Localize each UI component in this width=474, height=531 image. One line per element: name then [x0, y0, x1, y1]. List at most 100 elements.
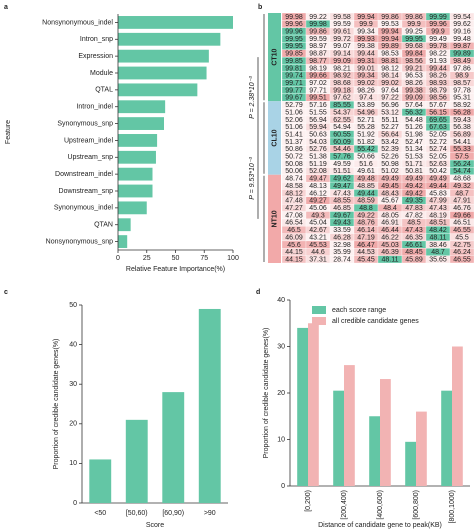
- x-tick-label: 25: [143, 255, 151, 262]
- cell-label: 98.22: [429, 51, 447, 58]
- cell-label: 46.28: [333, 234, 351, 241]
- cell-label: 45.89: [405, 256, 423, 263]
- cell-label: 48.7: [431, 249, 445, 256]
- cell-label: 49.49: [381, 176, 399, 183]
- cell-label: 99.53: [381, 21, 399, 28]
- panel-label: b: [258, 4, 262, 11]
- cell-label: 59.43: [453, 117, 471, 124]
- cell-label: 98.12: [381, 65, 399, 72]
- x-tick-label: [0,200): [305, 490, 312, 512]
- cell-label: 35.99: [333, 249, 351, 256]
- cell-label: 99.59: [333, 21, 351, 28]
- cell-label: 32.98: [333, 242, 351, 249]
- cell-label: 51.6: [359, 161, 373, 168]
- x-axis-label: Distance of candidate gene to peak(KB): [318, 522, 442, 529]
- cell-label: 50.63: [309, 131, 327, 138]
- cell-label: 99.22: [309, 14, 327, 21]
- cell-label: 50.98: [381, 161, 399, 168]
- cell-label: 52.76: [309, 146, 327, 153]
- cell-label: 54.94: [333, 124, 351, 131]
- cell-label: 99.31: [357, 58, 375, 65]
- cell-label: 54.46: [333, 146, 351, 153]
- bar: [118, 100, 166, 114]
- cell-label: 50.42: [429, 168, 447, 175]
- cell-label: 46.91: [381, 220, 399, 227]
- cell-label: 46.55: [453, 227, 471, 234]
- group-label: CL10: [271, 129, 278, 146]
- cell-label: 47.82: [405, 212, 423, 219]
- cell-label: 51.19: [309, 161, 327, 168]
- cell-label: 51.98: [405, 131, 423, 138]
- cell-label: 46.22: [381, 234, 399, 241]
- cell-label: 44.15: [285, 249, 303, 256]
- cell-label: 56.89: [453, 131, 471, 138]
- bar: [118, 83, 198, 97]
- cell-label: 52.05: [429, 131, 447, 138]
- cell-label: 99.09: [333, 58, 351, 65]
- y-tick-label: Intron_snp: [80, 36, 113, 43]
- y-tick-label: 30: [69, 381, 77, 388]
- bar: [118, 49, 209, 63]
- cell-label: 99.02: [357, 80, 375, 87]
- cell-label: 47.48: [285, 198, 303, 205]
- cell-label: 99.9: [407, 21, 421, 28]
- y-tick-label: 20: [277, 390, 285, 397]
- cell-label: 54.96: [357, 109, 375, 116]
- cell-label: 52.27: [381, 124, 399, 131]
- cell-label: 47.19: [357, 234, 375, 241]
- cell-label: 48.42: [429, 227, 447, 234]
- cell-label: 54.41: [453, 139, 471, 146]
- cell-label: 48.68: [453, 176, 471, 183]
- y-tick-label: 40: [69, 341, 77, 348]
- cell-label: 99.34: [357, 29, 375, 36]
- cell-label: 49.48: [357, 176, 375, 183]
- cell-label: 52.71: [357, 117, 375, 124]
- cell-label: 45.45: [357, 256, 375, 263]
- cell-label: 49.27: [309, 198, 327, 205]
- bar: [118, 16, 233, 29]
- y-tick-label: Downstream_snp: [59, 188, 114, 195]
- cell-label: 60.09: [333, 139, 351, 146]
- cell-label: 99.9: [431, 29, 445, 36]
- cell-label: 48.4: [383, 205, 397, 212]
- x-tick-label: [200,400): [341, 490, 348, 520]
- cell-label: 46.39: [381, 249, 399, 256]
- cell-label: 48.45: [405, 249, 423, 256]
- cell-label: 49.44: [429, 183, 447, 190]
- bar: [380, 379, 391, 486]
- cell-label: 49.45: [381, 183, 399, 190]
- cell-label: 55.42: [357, 146, 375, 153]
- cell-label: 46.12: [309, 190, 327, 197]
- cell-label: 52.47: [405, 139, 423, 146]
- cell-label: 99.85: [285, 58, 303, 65]
- cell-label: 91.93: [429, 58, 447, 65]
- cell-label: 98.97: [309, 43, 327, 50]
- cell-label: 99.14: [333, 51, 351, 58]
- x-tick-label: [50,60): [126, 510, 148, 517]
- legend-label: each score range: [332, 307, 386, 314]
- cell-label: 60.55: [333, 131, 351, 138]
- cell-label: 99.78: [429, 43, 447, 50]
- cell-label: 46.14: [357, 227, 375, 234]
- cell-label: 99.02: [381, 80, 399, 87]
- cell-label: 57.5: [455, 154, 469, 161]
- cell-label: 42.67: [309, 227, 327, 234]
- cell-label: 69.65: [429, 117, 447, 124]
- bar: [118, 32, 221, 46]
- cell-label: 52.79: [285, 102, 303, 109]
- cell-label: 50.86: [285, 146, 303, 153]
- cell-label: 45.06: [309, 205, 327, 212]
- bar: [89, 459, 112, 503]
- cell-label: 47.43: [405, 227, 423, 234]
- cell-label: 44.15: [285, 256, 303, 263]
- cell-label: 38.46: [429, 242, 447, 249]
- cell-label: 56.96: [381, 102, 399, 109]
- cell-label: 99.49: [429, 36, 447, 43]
- cell-label: 99.48: [453, 36, 471, 43]
- cell-label: 99.07: [333, 43, 351, 50]
- cell-label: 46.5: [287, 227, 301, 234]
- bar: [118, 235, 128, 248]
- y-tick-label: Synonymous_indel: [54, 205, 114, 212]
- cell-label: 98.49: [453, 58, 471, 65]
- cell-label: 47.99: [429, 198, 447, 205]
